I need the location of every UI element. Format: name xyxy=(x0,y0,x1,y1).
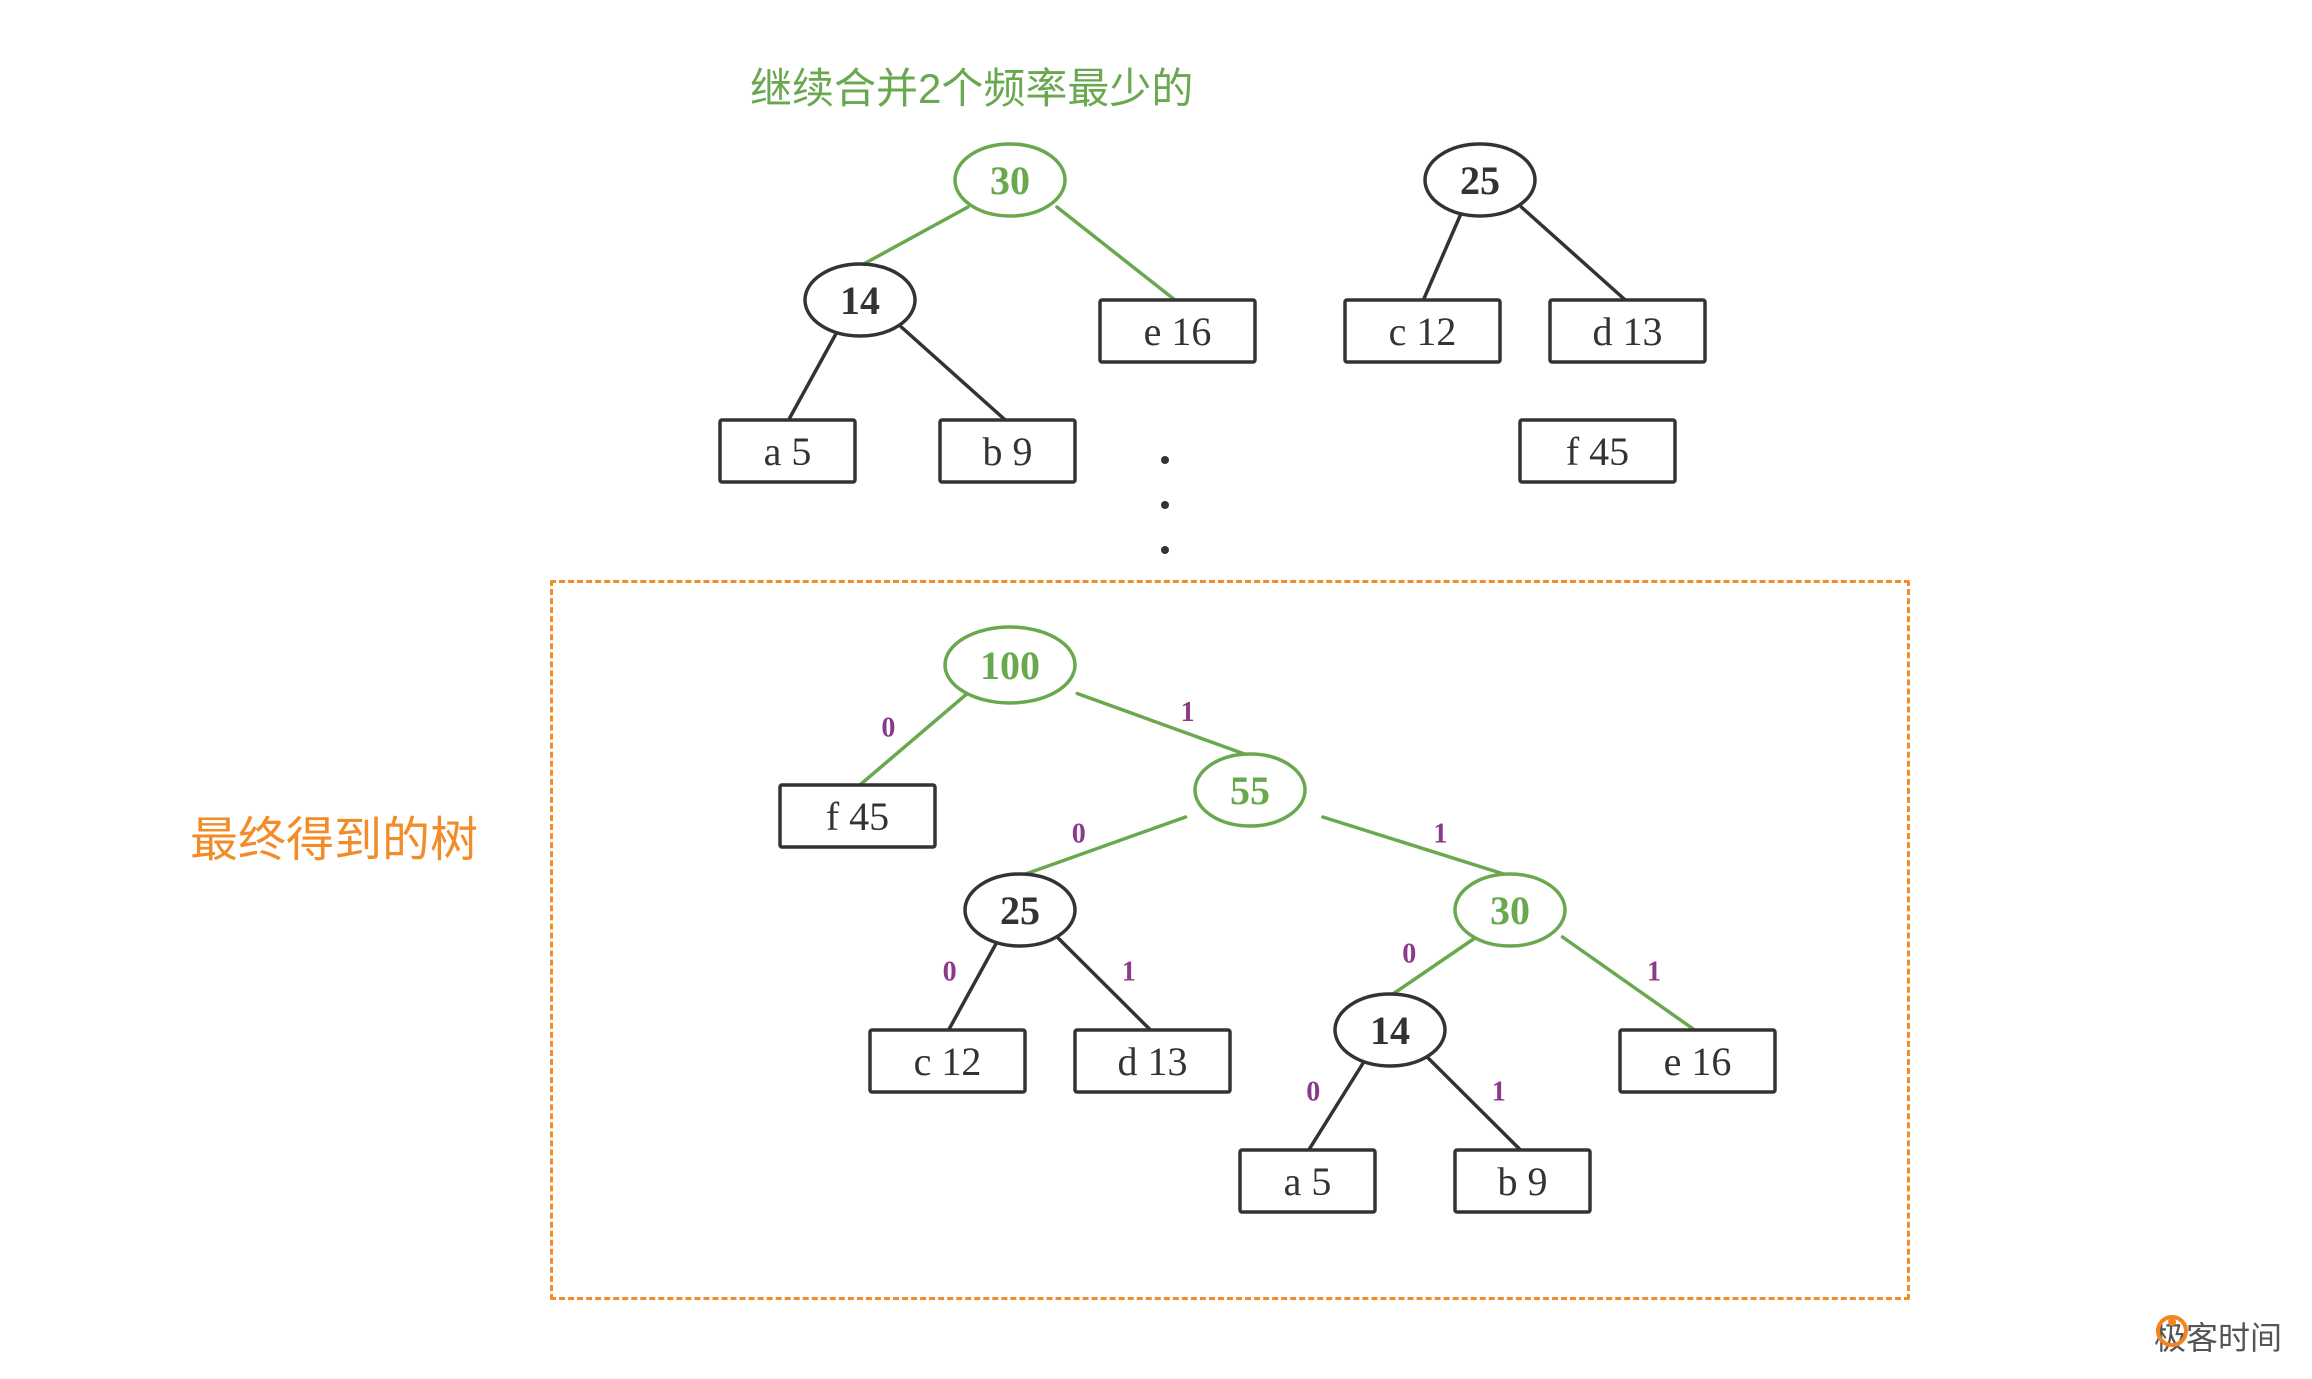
edge xyxy=(1057,207,1178,302)
title-top-text: 继续合并2个频率最少的 xyxy=(750,65,1193,112)
tree-node-label: d 13 xyxy=(1593,309,1663,354)
tree-node-label: 25 xyxy=(1460,158,1500,203)
tree-node-label: 30 xyxy=(990,158,1030,203)
tree-node-label: e 16 xyxy=(1144,309,1212,354)
edge xyxy=(1423,207,1464,302)
title-left-text: 最终得到的树 xyxy=(190,814,478,867)
tree-node-label: c 12 xyxy=(1389,309,1457,354)
ellipsis-dot xyxy=(1161,546,1169,554)
brand-logo: 极客时间 xyxy=(2154,1313,2282,1359)
edge xyxy=(788,327,840,422)
tree-node-label: 14 xyxy=(840,278,880,323)
edge xyxy=(860,207,968,266)
edge xyxy=(901,327,1007,422)
ellipsis-dot xyxy=(1161,456,1169,464)
title-left: 最终得到的树 xyxy=(190,800,478,870)
final-tree-box xyxy=(550,580,1910,1300)
brand-icon xyxy=(2154,1313,2190,1349)
edge xyxy=(1521,207,1627,302)
tree-node-label: f 45 xyxy=(1566,429,1629,474)
title-top: 继续合并2个频率最少的 xyxy=(750,55,1193,116)
ellipsis-dot xyxy=(1161,501,1169,509)
tree-node-label: b 9 xyxy=(983,429,1033,474)
tree-node-label: a 5 xyxy=(764,429,812,474)
